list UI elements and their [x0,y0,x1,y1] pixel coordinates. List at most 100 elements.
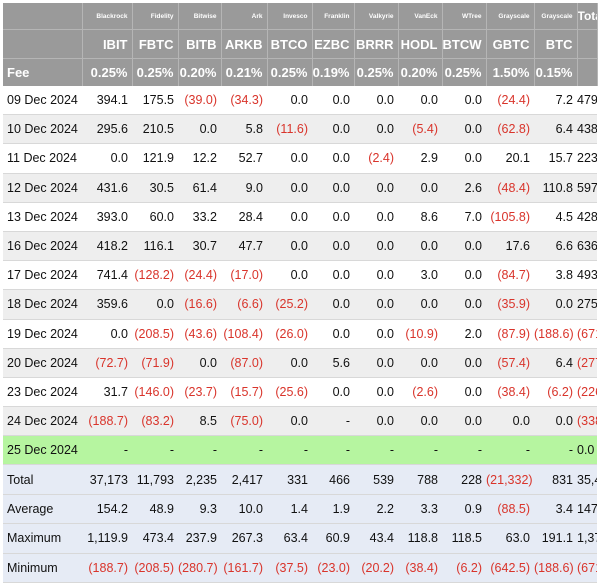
row-date: 19 Dec 2024 [3,319,82,349]
summary-value: 1.4 [267,494,312,525]
flow-value: 52.7 [221,143,267,174]
row-total: (226.5) [577,377,597,408]
flow-value: 418.2 [82,231,132,262]
row-date: 17 Dec 2024 [3,260,82,291]
summary-value: 60.9 [312,523,354,554]
flow-value: 0.0 [398,406,442,437]
flow-value: 28.4 [221,202,267,232]
flow-value: (24.4) [486,86,534,116]
flow-value: 0.0 [398,231,442,262]
summary-label: Minimum [3,553,82,583]
flow-value: 394.1 [82,86,132,116]
flow-value: (128.2) [132,260,178,291]
summary-value: 473.4 [132,523,178,554]
summary-value: 118.8 [398,523,442,554]
row-total: 636.9 [577,231,597,262]
summary-label: Average [3,494,82,525]
summary-value: 539 [354,464,398,495]
fee-value: 0.25% [442,58,487,86]
flow-value: 60.0 [132,202,178,232]
summary-value: (38.4) [398,553,442,583]
flow-value: 6.4 [534,114,577,145]
summary-value: 63.4 [267,523,312,554]
flow-value: 0.0 [312,114,354,145]
row-date: 25 Dec 2024 [3,435,82,466]
flow-value: 0.0 [354,319,398,349]
summary-value: 191.1 [534,523,577,554]
summary-value: (23.0) [312,553,354,583]
row-date: 20 Dec 2024 [3,348,82,378]
fee-total-blank [577,58,598,86]
summary-value: (21,332) [486,464,534,495]
issuer-name: Bitwise [178,3,222,30]
ticker-header: IBIT [82,29,133,59]
flow-value: (72.7) [82,348,132,378]
flow-value: (62.8) [486,114,534,145]
row-date: 09 Dec 2024 [3,86,82,116]
flow-value: 741.4 [82,260,132,291]
summary-value: 37,173 [82,464,132,495]
flow-value: 0.0 [442,406,486,437]
ticker-header: HODL [398,29,443,59]
table-header: Blackrock Fidelity Bitwise Ark Invesco Frankl… [3,3,598,86]
flow-value: 0.0 [486,406,534,437]
table-row: 24 Dec 2024 (188.7) (83.2) 8.5 (75.0) 0.0-0.0… [3,406,597,437]
flow-value: 121.9 [132,143,178,174]
flow-value: (10.9) [398,319,442,349]
row-total: (671.9) [577,319,597,349]
flow-value: - [398,435,442,466]
summary-value: 237.9 [178,523,221,554]
flow-value: 2.9 [398,143,442,174]
summary-total: 1,373.8 [577,523,597,554]
summary-value: 228 [442,464,486,495]
flow-value: (16.6) [178,289,221,320]
flow-value: (34.3) [221,86,267,116]
flow-value: 0.0 [398,173,442,203]
summary-total: 35,468 [577,464,597,495]
flow-value: 61.4 [178,173,221,203]
flow-value: 0.0 [312,377,354,408]
flow-value: 175.5 [132,86,178,116]
issuer-name: Ark [221,3,268,30]
flow-value: 0.0 [442,289,486,320]
table-row: 10 Dec 2024 295.6 210.5 0.0 5.8 (11.6) 0.0 0.0(… [3,114,597,145]
flow-value: 33.2 [178,202,221,232]
table-row: 13 Dec 2024 393.0 60.0 33.2 28.4 0.0 0.0 0.0 8.6… [3,202,597,232]
ticker-total-blank [577,29,598,59]
fee-value: 1.50% [486,58,535,86]
flow-value: 0.0 [82,143,132,174]
flow-value: 0.0 [267,173,312,203]
row-total: (338.4) [577,406,597,437]
flow-value: 47.7 [221,231,267,262]
flow-value: (71.9) [132,348,178,378]
issuer-name: Valkyrie [354,3,399,30]
summary-value: 10.0 [221,494,267,525]
flow-value: 0.0 [312,86,354,116]
flow-value: - [354,435,398,466]
summary-value: 0.9 [442,494,486,525]
table-row: 18 Dec 2024 359.6 0.0 (16.6) (6.6) (25.2) 0.0 0… [3,289,597,320]
flow-value: (48.4) [486,173,534,203]
flow-value: (25.6) [267,377,312,408]
summary-value: 2.2 [354,494,398,525]
row-date: 24 Dec 2024 [3,406,82,437]
summary-value: 1.9 [312,494,354,525]
row-total: 438.5 [577,114,597,145]
ticker-header: BTCO [267,29,313,59]
holiday-row: 25 Dec 2024- - - - - - - - - - -0.0 [3,435,597,466]
row-total: 0.0 [577,435,597,466]
flow-value: 0.0 [82,319,132,349]
flow-value: 30.5 [132,173,178,203]
flow-value: (108.4) [221,319,267,349]
issuer-name: VanEck [398,3,443,30]
flow-value: 0.0 [312,260,354,291]
flow-value: 0.0 [442,114,486,145]
flow-value: 0.0 [267,231,312,262]
flow-value: 0.0 [354,173,398,203]
issuer-name: Blackrock [82,3,133,30]
row-date: 11 Dec 2024 [3,143,82,174]
fee-value: 0.25% [82,58,133,86]
flow-value: 0.0 [267,202,312,232]
flow-value: 0.0 [442,260,486,291]
issuer-name: Invesco [267,3,313,30]
